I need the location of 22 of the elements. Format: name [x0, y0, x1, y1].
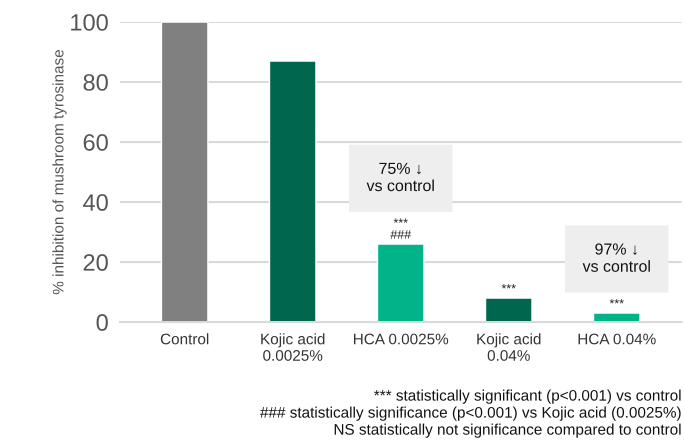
bar: [268, 60, 317, 322]
bar: [160, 22, 209, 322]
x-tick-label: Kojic acid 0.04%: [477, 333, 540, 361]
annotation: 97% ↓ vs control: [582, 243, 650, 272]
x-tick-label: HCA 0.04%: [578, 334, 656, 344]
bar: [376, 243, 425, 322]
x-tick-label: Kojic acid 0.0025%: [261, 333, 324, 361]
y-tick-label: 0: [96, 314, 108, 331]
y-tick-label: 80: [84, 74, 108, 91]
x-tick-label: HCA 0.0025%: [354, 334, 448, 344]
y-tick-label: 20: [84, 254, 108, 271]
bar: [484, 297, 533, 322]
y-axis-title: % inhibition of mushroom tyrosinase: [52, 50, 67, 294]
annotation: ***: [502, 284, 516, 288]
annotation: 75% ↓ vs control: [366, 162, 434, 192]
annotation: *** ###: [390, 218, 412, 239]
text: *** statistically significant (p<0.001) vs control ### statistically significance (p<0.001) vs Kojic acid (0.0025%) NS statistically not significance compared to control: [260, 390, 681, 438]
x-tick-label: Control: [160, 333, 208, 344]
y-tick-label: 100: [71, 14, 108, 31]
y-tick-label: 60: [84, 134, 108, 151]
y-tick-label: 40: [83, 194, 108, 211]
annotation: ***: [610, 299, 624, 304]
